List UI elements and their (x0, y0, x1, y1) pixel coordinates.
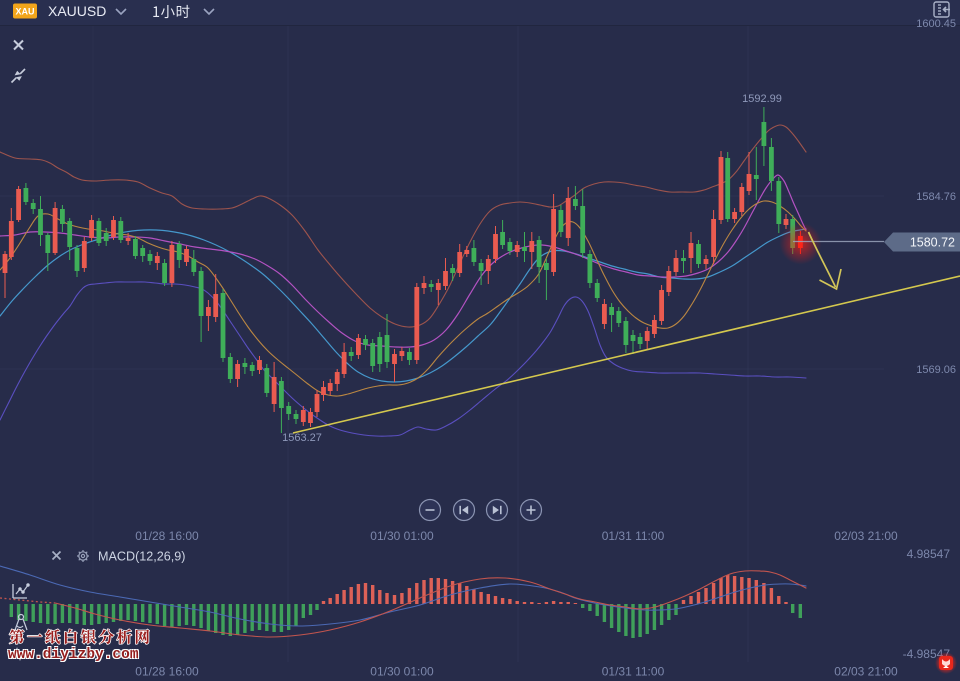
svg-text:02/03 21:00: 02/03 21:00 (834, 665, 898, 679)
svg-text:XAUUSD: XAUUSD (48, 3, 106, 19)
svg-text:01/31 11:00: 01/31 11:00 (602, 529, 665, 543)
svg-text:01/30 01:00: 01/30 01:00 (370, 529, 434, 543)
svg-text:1563.27: 1563.27 (282, 432, 322, 444)
svg-text:01/30 01:00: 01/30 01:00 (370, 665, 434, 679)
svg-text:4.98547: 4.98547 (907, 547, 951, 561)
svg-text:1584.76: 1584.76 (916, 191, 956, 203)
svg-text:02/03 21:00: 02/03 21:00 (834, 529, 898, 543)
svg-text:1600.45: 1600.45 (916, 18, 956, 30)
svg-text:1592.99: 1592.99 (742, 93, 782, 105)
svg-text:XAU: XAU (15, 7, 34, 17)
svg-text:01/28 16:00: 01/28 16:00 (135, 665, 199, 679)
svg-text:01/31 11:00: 01/31 11:00 (602, 665, 665, 679)
svg-text:1580.72: 1580.72 (910, 236, 955, 250)
svg-text:1569.06: 1569.06 (916, 364, 956, 376)
svg-text:01/28 16:00: 01/28 16:00 (135, 529, 199, 543)
svg-text:MACD(12,26,9): MACD(12,26,9) (98, 550, 186, 564)
